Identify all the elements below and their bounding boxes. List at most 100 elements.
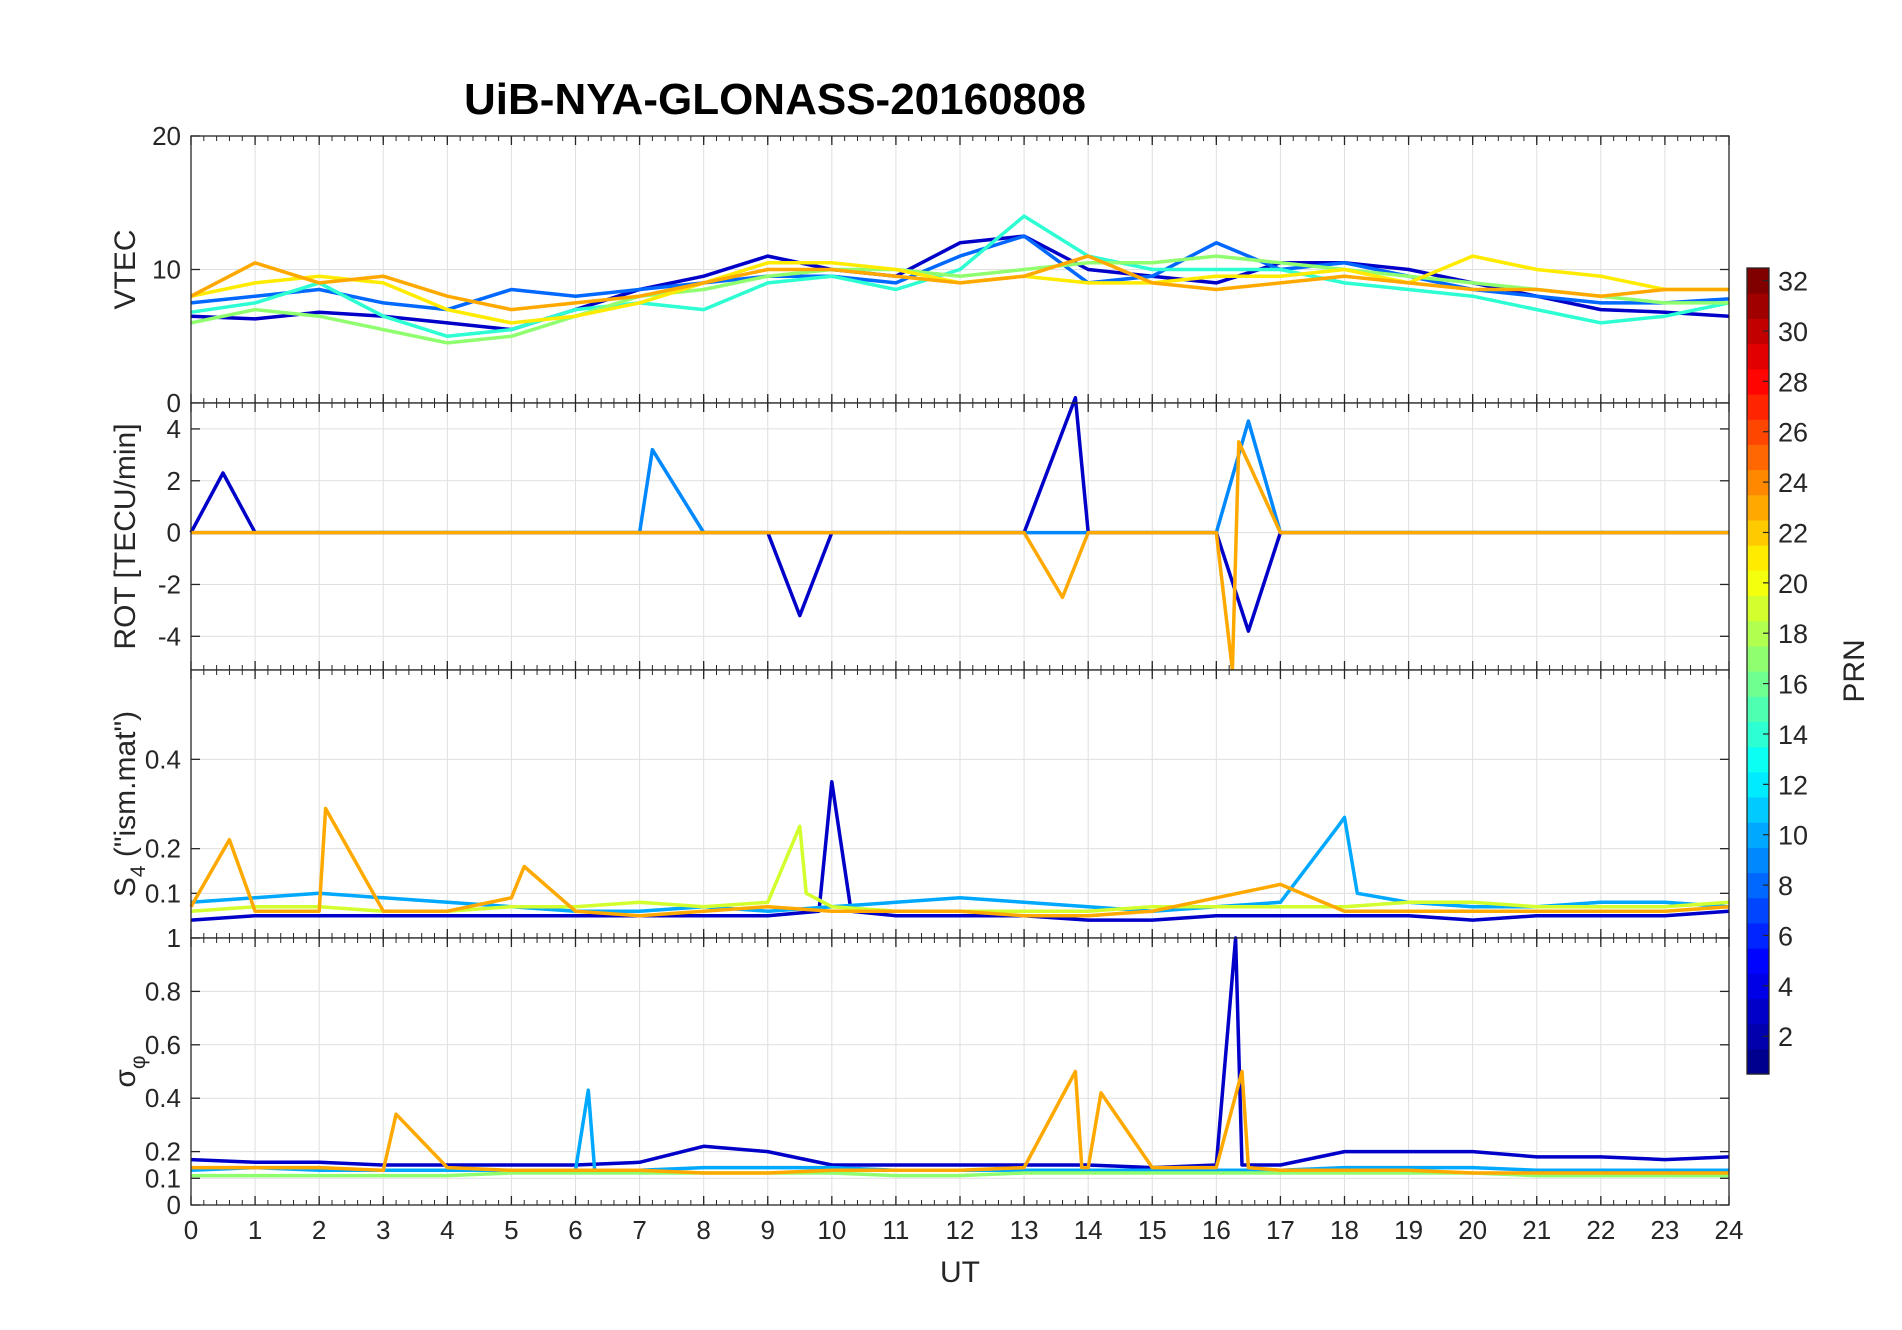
colorbar-segment — [1747, 746, 1769, 773]
colorbar-segment — [1747, 393, 1769, 420]
colorbar-segment — [1747, 998, 1769, 1025]
x-axis-label: UT — [940, 1256, 980, 1289]
x-tick-label: 6 — [568, 1215, 582, 1245]
panel-s4: 0.1 0.2 0.4S4 ("ism.mat") — [109, 669, 1730, 939]
series-prn-17 — [190, 254, 1729, 345]
colorbar-label: PRN — [1838, 639, 1871, 702]
colorbar-tick-label: 32 — [1778, 267, 1808, 297]
y-tick-label: 10 — [152, 255, 181, 285]
colorbar-segment — [1747, 368, 1769, 395]
colorbar-segment — [1747, 519, 1769, 546]
series-prn-23 — [191, 1069, 1729, 1175]
x-tick-label: 11 — [882, 1215, 909, 1245]
y-tick-label: 0.1 — [145, 1163, 181, 1193]
series-prn-23 — [191, 440, 1729, 672]
chart-title: UiB-NYA-GLONASS-20160808 — [464, 75, 1086, 124]
x-tick-label: 4 — [440, 1215, 454, 1245]
colorbar-segment — [1747, 595, 1769, 622]
colorbar-segment — [1747, 771, 1769, 798]
colorbar-segment — [1747, 973, 1769, 1000]
series-prn-14 — [190, 214, 1730, 339]
x-tick-label: 9 — [761, 1215, 775, 1245]
colorbar-tick-label: 8 — [1778, 871, 1793, 901]
colorbar-segment — [1747, 948, 1769, 974]
x-tick-label: 19 — [1394, 1215, 1423, 1245]
colorbar-tick-label: 2 — [1778, 1022, 1793, 1052]
colorbar-tick-label: 18 — [1778, 619, 1808, 649]
colorbar-segment — [1747, 620, 1769, 647]
y-tick-label: 2 — [167, 466, 181, 496]
colorbar-segment — [1747, 494, 1769, 521]
axes-frame — [190, 937, 1730, 1206]
colorbar-tick-label: 14 — [1778, 720, 1808, 750]
colorbar-tick-label: 16 — [1778, 670, 1808, 700]
y-tick-label: 0.6 — [145, 1030, 181, 1060]
colorbar-frame — [1746, 267, 1770, 1075]
colorbar-segment — [1747, 822, 1769, 848]
series-prn-23 — [190, 254, 1729, 312]
x-tick-label: 1 — [248, 1215, 262, 1245]
colorbar-tick-label: 24 — [1778, 468, 1808, 498]
y-tick-label: 0 — [167, 388, 181, 418]
x-tick-label: 20 — [1458, 1215, 1487, 1245]
colorbar-tick-label: 28 — [1778, 367, 1808, 397]
colorbar-tick-label: 6 — [1778, 921, 1793, 951]
colorbar-tick-label: 10 — [1778, 821, 1808, 851]
x-tick-label: 10 — [817, 1215, 846, 1245]
y-tick-label: -2 — [158, 569, 181, 599]
panel-vtec: 0 10 20 VTEC — [109, 121, 1730, 418]
y-tick-label: 0.1 — [145, 878, 181, 908]
colorbar-segment — [1747, 847, 1769, 874]
colorbar-segment — [1747, 796, 1769, 823]
colorbar-segment — [1747, 570, 1769, 597]
y-tick-label: 0.2 — [145, 834, 181, 864]
colorbar-segment — [1747, 696, 1769, 722]
x-tick-label: 5 — [504, 1215, 518, 1245]
x-tick-label: 15 — [1138, 1215, 1167, 1245]
colorbar-segment — [1747, 444, 1769, 471]
colorbar-tick-label: 20 — [1778, 569, 1808, 599]
x-tick-label: 13 — [1010, 1215, 1039, 1245]
y-tick-label: -4 — [158, 621, 181, 651]
y-tick-label: 1 — [167, 923, 181, 953]
y-tick-label: 0.4 — [145, 1083, 181, 1113]
colorbar-tick-label: 12 — [1778, 770, 1808, 800]
y-tick-label: 0 — [167, 1190, 181, 1220]
colorbar-tick-label: 4 — [1778, 972, 1793, 1002]
colorbar-segment — [1747, 293, 1769, 319]
colorbar-segment — [1747, 1023, 1769, 1050]
colorbar-segment — [1747, 343, 1769, 370]
y-axis-label: S4 ("ism.mat") — [109, 711, 150, 897]
colorbar-tick-label: 26 — [1778, 418, 1808, 448]
y-axis-label: VTEC — [109, 229, 142, 309]
colorbar-segment — [1747, 721, 1769, 748]
x-tick-label: 23 — [1650, 1215, 1679, 1245]
colorbar-tick-label: 22 — [1778, 518, 1808, 548]
colorbar-segment — [1747, 671, 1769, 697]
series-prn-3 — [190, 779, 1730, 922]
colorbar-segment — [1747, 922, 1769, 949]
x-tick-label: 12 — [946, 1215, 975, 1245]
x-tick-label: 16 — [1202, 1215, 1231, 1245]
x-tick-label: 0 — [184, 1215, 198, 1245]
colorbar-segment — [1747, 1048, 1769, 1075]
series-prn-10 — [190, 815, 1730, 913]
colorbar-segment — [1747, 645, 1769, 672]
y-axis-label: ROT [TECU/min] — [109, 423, 142, 649]
colorbar-segment — [1747, 545, 1769, 571]
y-tick-label: 20 — [152, 121, 181, 151]
y-tick-label: 0 — [167, 518, 181, 548]
colorbar-segment — [1747, 419, 1769, 445]
colorbar-tick-label: 30 — [1778, 317, 1808, 347]
y-axis-label: σφ — [109, 1055, 150, 1087]
x-tick-label: 8 — [696, 1215, 710, 1245]
x-tick-label: 7 — [632, 1215, 646, 1245]
series-prn-23 — [189, 806, 1730, 918]
x-tick-label: 18 — [1330, 1215, 1359, 1245]
colorbar-segment — [1747, 268, 1769, 294]
colorbar-segment — [1747, 318, 1769, 345]
colorbar-segment — [1747, 469, 1769, 496]
